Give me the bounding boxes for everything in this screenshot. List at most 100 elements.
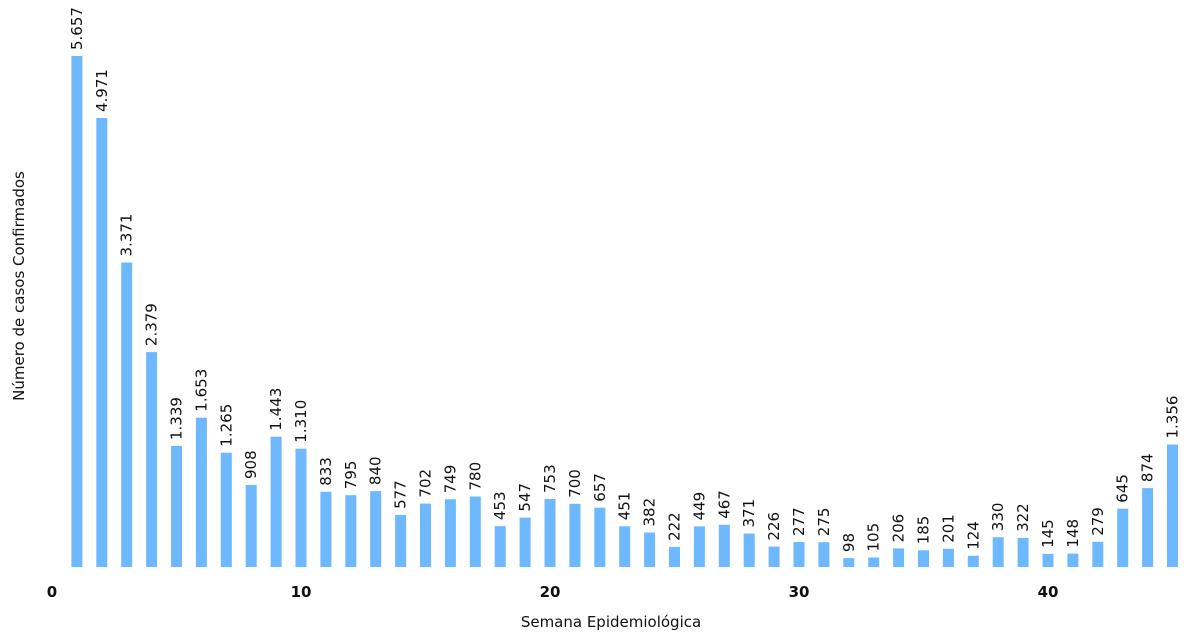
bar-week-23 xyxy=(619,526,631,567)
value-label-week-3: 3.371 xyxy=(118,214,136,257)
value-label-week-38: 330 xyxy=(989,503,1007,532)
bar-week-27 xyxy=(718,524,730,567)
value-label-week-8: 908 xyxy=(242,450,260,479)
bar-week-26 xyxy=(693,526,705,567)
bar-week-9 xyxy=(270,436,282,567)
value-label-week-19: 547 xyxy=(516,483,534,512)
bar-week-29 xyxy=(768,546,780,567)
bar-week-14 xyxy=(395,514,407,567)
bar-week-8 xyxy=(245,485,257,567)
value-label-week-31: 275 xyxy=(815,508,833,537)
bar-week-3 xyxy=(121,262,133,567)
bar-week-44 xyxy=(1142,488,1154,567)
value-label-week-34: 206 xyxy=(890,514,908,543)
x-tick-0: 0 xyxy=(47,583,57,601)
bar-week-33 xyxy=(868,557,880,567)
value-label-week-12: 795 xyxy=(342,461,360,490)
value-label-week-18: 453 xyxy=(491,491,509,520)
value-label-week-2: 4.971 xyxy=(93,69,111,112)
value-label-week-39: 322 xyxy=(1014,503,1032,532)
value-label-week-23: 451 xyxy=(616,492,634,521)
bar-week-2 xyxy=(96,118,108,567)
bar-week-4 xyxy=(146,352,158,567)
value-label-week-43: 645 xyxy=(1114,474,1132,503)
bar-week-32 xyxy=(843,558,855,567)
bar-week-36 xyxy=(942,548,954,567)
value-label-week-25: 222 xyxy=(666,512,684,541)
bar-week-28 xyxy=(743,533,755,567)
bar-week-37 xyxy=(967,555,979,567)
value-label-week-24: 382 xyxy=(641,498,659,527)
bar-week-41 xyxy=(1067,553,1079,567)
bar-week-40 xyxy=(1042,553,1054,567)
bar-week-35 xyxy=(918,550,929,567)
bar-week-43 xyxy=(1117,508,1129,567)
x-axis-title: Semana Epidemiológica xyxy=(521,613,701,631)
value-label-week-4: 2.379 xyxy=(143,303,161,346)
value-label-week-5: 1.339 xyxy=(168,397,186,440)
value-label-week-28: 371 xyxy=(740,499,758,528)
bar-week-5 xyxy=(171,446,182,567)
x-tick-40: 40 xyxy=(1038,583,1059,601)
bars-group xyxy=(71,56,1178,567)
value-label-week-29: 226 xyxy=(765,512,783,541)
value-label-week-20: 753 xyxy=(541,464,559,493)
bar-week-11 xyxy=(320,491,332,567)
x-tick-labels: 0 10 20 30 40 xyxy=(47,583,1059,601)
value-label-week-21: 700 xyxy=(566,469,584,498)
value-label-week-11: 833 xyxy=(317,457,335,486)
bar-week-24 xyxy=(644,532,656,567)
value-label-week-41: 148 xyxy=(1064,519,1082,548)
value-label-week-35: 185 xyxy=(915,516,933,545)
bar-week-38 xyxy=(992,537,1004,567)
y-axis-title: Número de casos Confirmados xyxy=(10,171,28,401)
bar-week-45 xyxy=(1167,444,1178,567)
value-label-week-17: 780 xyxy=(466,462,484,491)
value-label-week-42: 279 xyxy=(1089,507,1107,536)
value-label-week-45: 1.356 xyxy=(1164,396,1182,439)
value-label-week-14: 577 xyxy=(392,480,410,509)
x-tick-20: 20 xyxy=(540,583,561,601)
x-tick-10: 10 xyxy=(291,583,312,601)
bar-week-17 xyxy=(469,496,481,567)
bar-week-42 xyxy=(1092,541,1104,567)
bar-week-16 xyxy=(444,499,456,567)
bar-week-21 xyxy=(569,503,581,567)
value-label-week-16: 749 xyxy=(441,465,459,494)
value-label-week-37: 124 xyxy=(964,521,982,550)
value-label-week-7: 1.265 xyxy=(217,404,235,447)
value-label-week-9: 1.443 xyxy=(267,388,285,431)
value-label-week-32: 98 xyxy=(840,533,858,552)
bar-week-18 xyxy=(494,526,506,567)
value-labels-group: 5.657 4.971 3.371 2.379 1.339 1.653 1.265 908 1.… xyxy=(68,7,1182,552)
bar-week-19 xyxy=(519,517,531,567)
bar-week-10 xyxy=(295,448,307,567)
bar-week-25 xyxy=(669,546,680,567)
bar-week-20 xyxy=(544,499,556,567)
bar-week-30 xyxy=(793,542,805,567)
value-label-week-44: 874 xyxy=(1139,453,1157,482)
bar-week-6 xyxy=(195,417,207,567)
value-label-week-40: 145 xyxy=(1039,519,1057,548)
bar-week-31 xyxy=(818,542,830,567)
value-label-week-13: 840 xyxy=(367,456,385,485)
value-label-week-36: 201 xyxy=(939,514,957,543)
value-label-week-15: 702 xyxy=(417,469,435,498)
value-label-week-10: 1.310 xyxy=(292,400,310,443)
bar-week-15 xyxy=(420,503,431,567)
bar-week-12 xyxy=(345,495,357,567)
bar-week-22 xyxy=(594,507,606,567)
value-label-week-27: 467 xyxy=(715,490,733,519)
bar-week-7 xyxy=(220,452,232,567)
bar-week-34 xyxy=(893,548,905,567)
value-label-week-6: 1.653 xyxy=(192,369,210,412)
x-tick-30: 30 xyxy=(789,583,810,601)
value-label-week-30: 277 xyxy=(790,507,808,536)
value-label-week-1: 5.657 xyxy=(68,7,86,50)
bar-week-13 xyxy=(370,491,382,567)
value-label-week-22: 657 xyxy=(591,473,609,502)
value-label-week-26: 449 xyxy=(690,492,708,521)
value-label-week-33: 105 xyxy=(865,523,883,552)
bar-week-1 xyxy=(71,56,83,567)
